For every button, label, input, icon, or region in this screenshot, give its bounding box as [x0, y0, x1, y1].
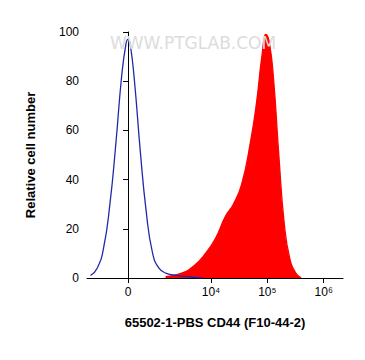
svg-text:10⁵: 10⁵ — [258, 285, 276, 299]
svg-text:0: 0 — [125, 285, 132, 299]
svg-text:100: 100 — [59, 25, 79, 39]
svg-text:65502-1-PBS CD44 (F10-44-2): 65502-1-PBS CD44 (F10-44-2) — [125, 315, 306, 330]
svg-text:WWW.PTGLAB.COM: WWW.PTGLAB.COM — [110, 33, 276, 53]
svg-text:40: 40 — [66, 173, 80, 187]
svg-text:60: 60 — [66, 123, 80, 137]
svg-text:20: 20 — [66, 222, 80, 236]
svg-text:Relative cell number: Relative cell number — [23, 92, 38, 218]
svg-text:10⁶: 10⁶ — [315, 285, 333, 299]
svg-text:80: 80 — [66, 74, 80, 88]
svg-text:10⁴: 10⁴ — [202, 285, 221, 299]
svg-text:0: 0 — [72, 271, 79, 285]
